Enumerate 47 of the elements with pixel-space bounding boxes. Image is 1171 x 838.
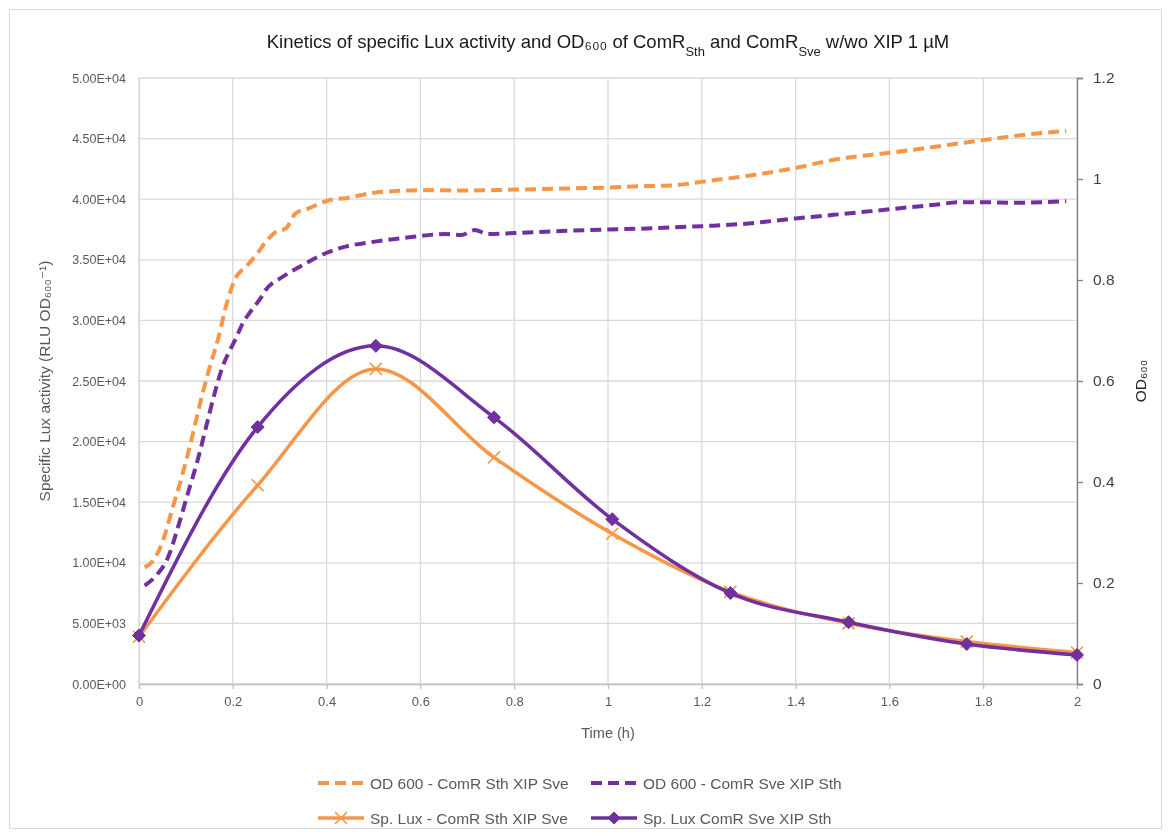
point	[369, 362, 383, 376]
x-tick-label: 0	[135, 694, 144, 710]
legend-label: Sp. Lux ComR Sve XIP Sth	[643, 809, 832, 827]
point	[250, 478, 265, 493]
y-tick-label: 5.00E+04	[72, 71, 127, 86]
x-tick-label: 1.2	[693, 694, 712, 710]
y2-tick-label: 0	[1093, 675, 1102, 693]
y2-tick-label: 1.2	[1093, 69, 1115, 87]
y-tick-label: 2.00E+04	[72, 435, 127, 450]
chart-title: Kinetics of specific Lux activity and OD₆₀₀ of ComR$_{Sth}$ and ComR$_{Sve}$ w/wo XIP 1 µM	[266, 31, 950, 59]
x-tick-label: 1.8	[974, 694, 993, 710]
y-tick-label: 5.00E+03	[72, 616, 127, 631]
x-tick-label: 0.2	[224, 694, 243, 710]
y-tick-label: 1.00E+04	[72, 556, 127, 571]
point	[250, 420, 265, 435]
legend-label: Sp. Lux - ComR Sth XIP Sve	[370, 809, 568, 827]
point	[368, 338, 383, 353]
point	[605, 512, 620, 527]
y2-tick-label: 0.8	[1093, 271, 1115, 289]
line-series	[142, 129, 1069, 570]
legend-label: OD 600 - ComR Sth XIP Sve	[370, 774, 569, 792]
y-tick-label: 1.50E+04	[72, 495, 127, 510]
legend-label: OD 600 - ComR Sve XIP Sth	[643, 774, 842, 792]
y-tick-label: 2.50E+04	[72, 374, 127, 389]
y2-tick-label: 0.4	[1093, 473, 1115, 491]
y2-tick-label: 0.2	[1093, 574, 1115, 592]
point	[487, 450, 501, 465]
point	[605, 526, 620, 541]
x-tick-label: 2	[1073, 694, 1082, 710]
x-tick-label: 0.8	[505, 694, 524, 710]
x-tick-label: 1	[604, 694, 613, 710]
x-tick-label: 0.6	[411, 694, 430, 710]
y-tick-label: 0.00E+00	[72, 677, 127, 692]
y-tick-label: 3.50E+04	[72, 253, 127, 268]
x-axis-title: Time (h)	[581, 725, 635, 741]
point	[487, 410, 502, 425]
line-series	[142, 199, 1069, 588]
y2-tick-label: 1	[1093, 170, 1102, 188]
y-tick-label: 3.00E+04	[72, 313, 127, 328]
y-tick-label: 4.50E+04	[72, 132, 127, 147]
y-axis-title: Specific Lux activity (RLU OD₆₀₀⁻¹)	[36, 260, 53, 502]
y-tick-label: 4.00E+04	[72, 192, 127, 207]
x-tick-label: 1.4	[787, 694, 806, 710]
x-tick-label: 0.4	[318, 694, 337, 710]
y2-tick-label: 0.6	[1093, 372, 1115, 390]
y2-axis-title: OD₆₀₀	[1132, 359, 1149, 403]
x-tick-label: 1.6	[880, 694, 899, 710]
